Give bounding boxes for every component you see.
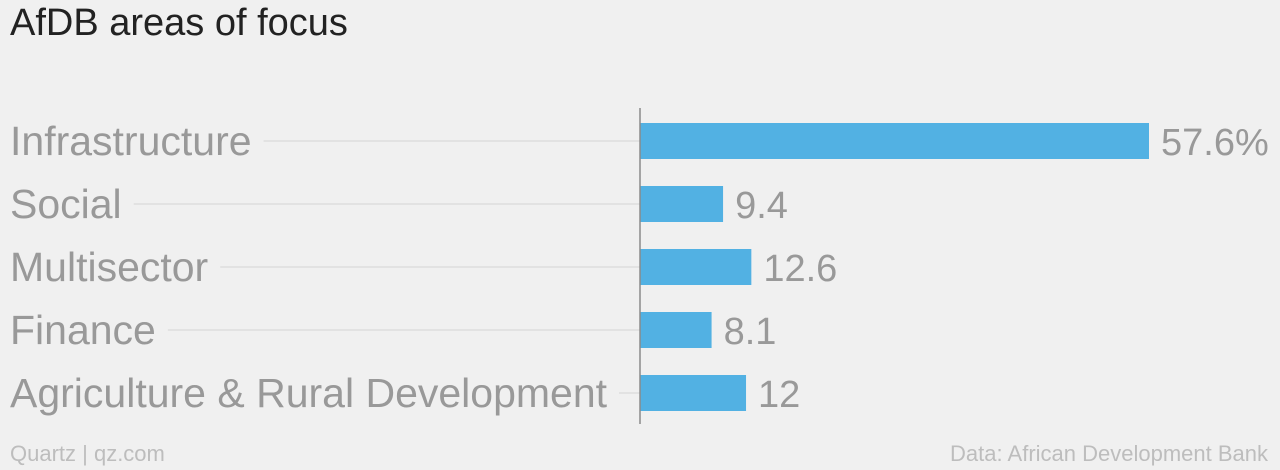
category-label: Infrastructure: [10, 118, 252, 164]
bar-value-label: 9.4: [735, 185, 788, 227]
bar: [640, 186, 724, 222]
bar-value-label: 12.6: [763, 248, 837, 290]
footer-source: Data: African Development Bank: [950, 441, 1268, 466]
bar-value-label: 8.1: [724, 311, 777, 353]
category-label: Multisector: [10, 244, 208, 290]
bar: [640, 312, 712, 348]
bar: [640, 375, 747, 411]
category-label: Finance: [10, 307, 156, 353]
bar-value-label: 12: [758, 374, 800, 416]
bar: [640, 249, 752, 285]
category-label: Agriculture & Rural Development: [10, 370, 608, 416]
chart-title: AfDB areas of focus: [10, 2, 348, 44]
footer-credit: Quartz | qz.com: [10, 441, 165, 466]
bar-value-label: 57.6%: [1161, 122, 1269, 164]
category-label: Social: [10, 181, 122, 227]
bar: [640, 123, 1149, 159]
